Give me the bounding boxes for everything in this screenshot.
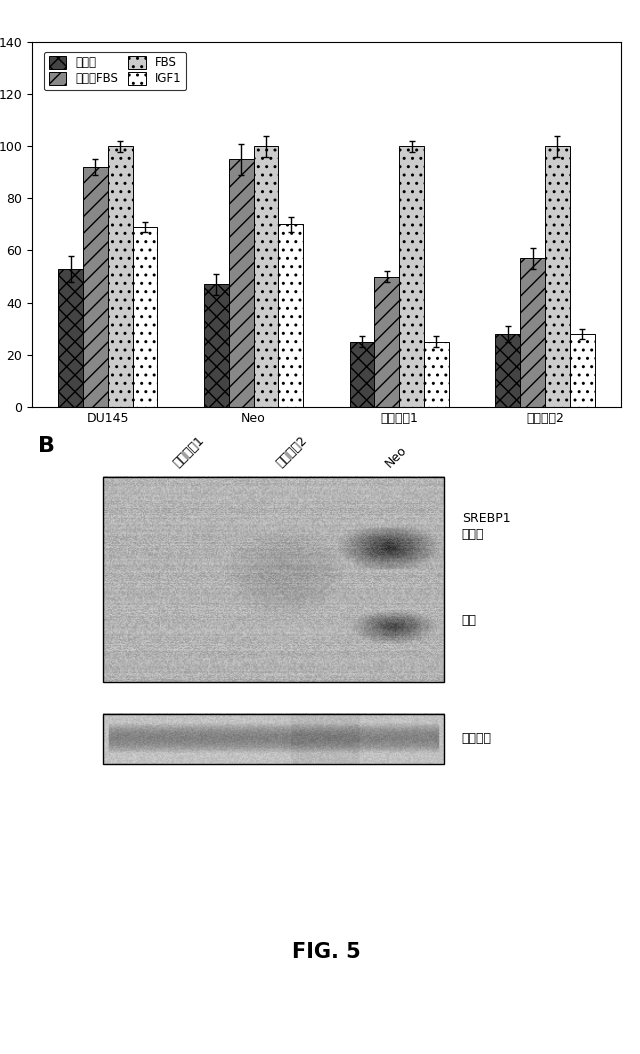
Bar xyxy=(253,147,278,407)
Bar xyxy=(132,227,157,407)
Bar xyxy=(108,147,132,407)
Bar xyxy=(495,334,520,407)
Text: B: B xyxy=(38,436,55,455)
Bar xyxy=(58,269,83,407)
Bar xyxy=(424,341,449,407)
Bar xyxy=(204,285,228,407)
Bar xyxy=(520,258,545,407)
Text: 成熟: 成熟 xyxy=(462,613,477,627)
Text: SREBP1
前駆体: SREBP1 前駆体 xyxy=(462,511,511,541)
Text: Neo: Neo xyxy=(383,444,410,470)
Bar xyxy=(545,147,570,407)
Text: クローン1: クローン1 xyxy=(171,434,207,470)
Bar xyxy=(570,334,595,407)
Bar xyxy=(349,341,374,407)
Text: FIG. 5: FIG. 5 xyxy=(292,941,361,961)
Bar xyxy=(228,159,253,407)
Text: クローン2: クローン2 xyxy=(273,434,309,470)
Bar xyxy=(83,168,108,407)
Bar xyxy=(399,147,424,407)
Bar xyxy=(374,276,399,407)
Legend: 無血清, 無脱胪FBS, FBS, IGF1: 無血清, 無脱胪FBS, FBS, IGF1 xyxy=(44,52,186,91)
Text: アクチン: アクチン xyxy=(462,733,492,745)
Bar xyxy=(278,225,303,407)
